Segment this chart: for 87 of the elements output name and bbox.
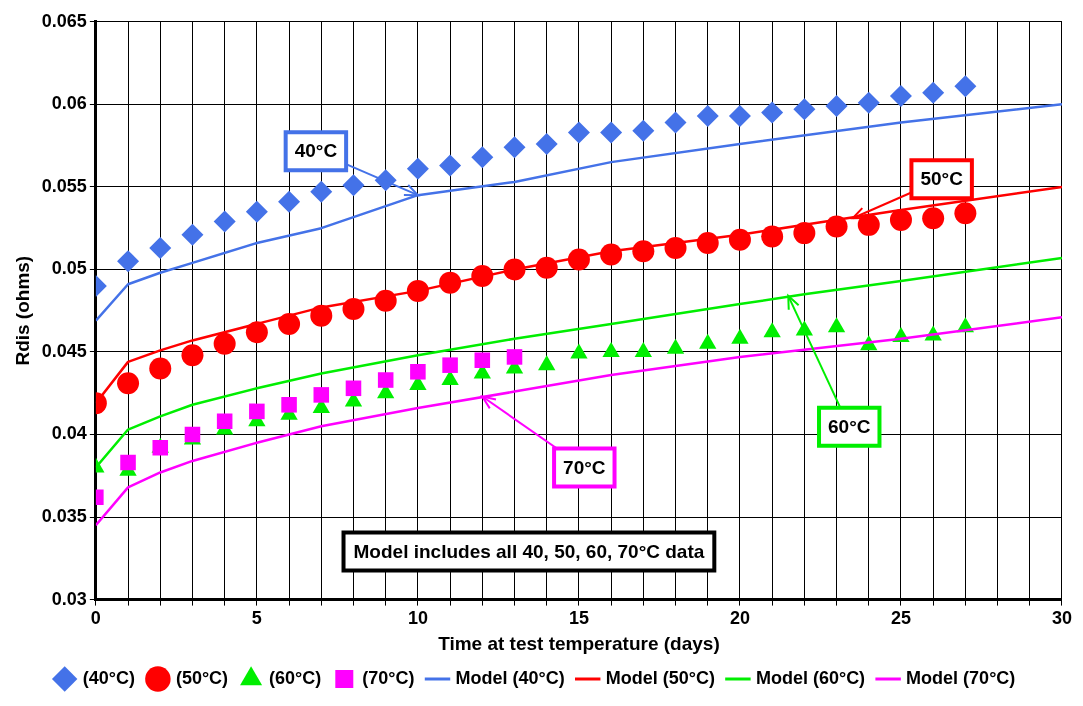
point — [699, 333, 717, 349]
point — [213, 332, 236, 355]
y-tick-label: 0.035 — [41, 506, 87, 527]
point — [570, 343, 588, 359]
x-tick-label: 10 — [407, 608, 428, 629]
point — [954, 202, 977, 225]
point — [117, 250, 140, 273]
point — [922, 207, 945, 230]
x-tick-label: 5 — [251, 608, 262, 629]
point — [213, 210, 236, 233]
point — [149, 236, 172, 259]
point — [827, 317, 846, 333]
point — [889, 208, 912, 231]
point — [922, 81, 945, 104]
y-axis-title: Rdis (ohms) — [11, 255, 33, 366]
x-tick-label: 0 — [90, 608, 101, 629]
legend-label: (50°C) — [175, 667, 229, 688]
point — [278, 190, 301, 213]
point — [535, 132, 558, 155]
point — [377, 372, 394, 388]
point — [410, 364, 426, 380]
legend-label: (40°C) — [82, 667, 135, 688]
point — [567, 121, 590, 144]
point — [442, 357, 458, 373]
point — [503, 136, 526, 159]
point — [342, 174, 365, 197]
point — [249, 403, 265, 420]
point — [441, 370, 459, 386]
legend-label: Model (50°C) — [605, 667, 715, 688]
point — [117, 372, 140, 395]
x-tick-label: 30 — [1051, 608, 1072, 629]
point — [181, 223, 204, 246]
legend-label: Model (40°C) — [455, 667, 565, 688]
point — [278, 312, 301, 335]
point — [954, 75, 977, 98]
y-tick-label: 0.06 — [51, 93, 87, 114]
x-tick-label: 25 — [890, 608, 911, 629]
y-tick-label: 0.05 — [51, 258, 87, 279]
legend-label: Model (70°C) — [906, 667, 1016, 688]
legend-label: (60°C) — [269, 667, 322, 688]
point — [149, 357, 172, 380]
annotation: Model includes all 40, 50, 60, 70°C data — [353, 540, 705, 562]
legend-label: Model (60°C) — [755, 667, 866, 688]
point — [793, 222, 816, 245]
point — [120, 454, 136, 471]
point — [857, 213, 880, 236]
annotation: 50°C — [920, 168, 964, 190]
point — [728, 104, 751, 127]
point — [345, 380, 362, 397]
legend-label: (70°C) — [362, 667, 415, 688]
point — [664, 111, 687, 134]
x-axis-title: Time at test temperature (days) — [438, 632, 720, 654]
y-tick-label: 0.065 — [41, 10, 87, 31]
point — [310, 304, 333, 327]
annotation: 40°C — [294, 140, 338, 162]
point — [216, 413, 233, 430]
y-tick-label: 0.045 — [41, 340, 87, 361]
annotation: 70°C — [563, 456, 606, 478]
point — [245, 321, 268, 344]
point — [281, 397, 297, 413]
point — [506, 349, 523, 365]
point — [632, 119, 655, 142]
point — [666, 338, 685, 354]
point — [474, 352, 491, 368]
point — [310, 180, 333, 203]
x-tick-label: 15 — [568, 608, 589, 629]
point — [471, 146, 494, 169]
y-tick-label: 0.055 — [41, 175, 87, 196]
point — [793, 98, 816, 121]
point — [889, 85, 912, 108]
point — [761, 101, 784, 124]
annotation: 60°C — [828, 416, 871, 438]
point — [313, 387, 330, 403]
point — [439, 154, 462, 177]
point — [181, 344, 204, 367]
point — [245, 200, 268, 223]
x-tick-label: 20 — [729, 608, 750, 629]
point — [731, 328, 749, 344]
point — [406, 157, 429, 180]
y-tick-label: 0.03 — [51, 588, 87, 609]
point — [825, 94, 848, 117]
point — [600, 121, 623, 144]
point — [538, 355, 556, 371]
point — [857, 91, 880, 114]
point — [696, 104, 719, 127]
point — [763, 322, 781, 338]
y-tick-label: 0.04 — [51, 423, 87, 444]
